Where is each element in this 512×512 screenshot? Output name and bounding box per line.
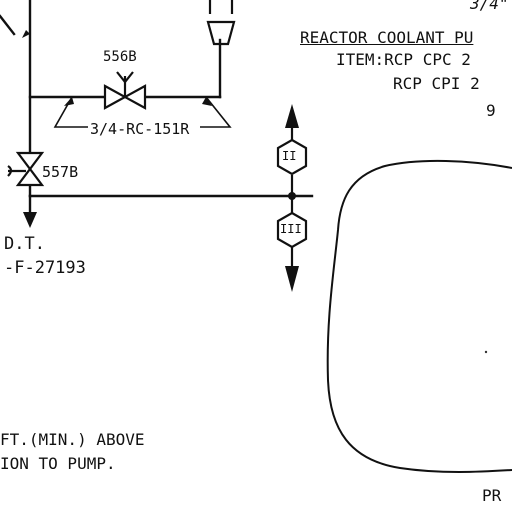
arrow-down-icon — [285, 266, 299, 292]
note-line-2: ION TO PUMP. — [0, 454, 116, 473]
vessel-dot — [484, 350, 488, 354]
drain-reference: -F-27193 — [4, 258, 86, 278]
junction-dot — [288, 192, 296, 200]
drain-arrow-icon — [23, 212, 37, 228]
upper-left-pipe — [0, 14, 16, 36]
page-fragment: PR — [482, 486, 502, 505]
drain-label: D.T. — [4, 234, 45, 254]
pipe-line-label: 3/4-RC-151R — [90, 120, 190, 138]
vessel-outline — [326, 159, 512, 473]
valve-557b-icon — [7, 151, 45, 187]
connector-lower-hexagon — [276, 211, 308, 249]
valve-557b-label: 557B — [42, 163, 79, 181]
funnel-symbol — [206, 0, 236, 46]
connector-upper-label: II — [282, 149, 297, 163]
connector-upper-hexagon — [276, 138, 308, 176]
line-label-leaders — [53, 96, 232, 128]
arrow-up-icon — [285, 104, 299, 128]
leader-arrow-right-icon — [202, 97, 212, 106]
valve-556b-icon — [103, 71, 147, 110]
title-item-2: RCP CPI 2 — [393, 74, 480, 93]
connector-lower-label: III — [280, 222, 302, 236]
title-item-3: 9 — [486, 101, 496, 120]
leader-arrow-left-icon — [64, 97, 74, 106]
valve-556b-label: 556B — [103, 49, 137, 65]
flow-arrow-icon — [22, 30, 30, 38]
title-item-1: ITEM:RCP CPC 2 — [336, 50, 471, 69]
title-text: REACTOR COOLANT PU — [300, 28, 474, 47]
title-size: 3/4" — [470, 0, 509, 13]
note-line-1: FT.(MIN.) ABOVE — [0, 430, 145, 449]
